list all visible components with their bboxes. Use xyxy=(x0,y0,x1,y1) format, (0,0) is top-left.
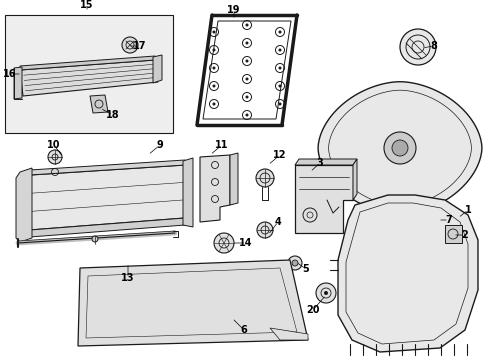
Circle shape xyxy=(245,41,248,45)
Circle shape xyxy=(245,113,248,117)
Polygon shape xyxy=(30,165,184,230)
Circle shape xyxy=(278,103,281,105)
Text: 4: 4 xyxy=(274,217,281,227)
Text: 7: 7 xyxy=(445,215,451,225)
Text: 11: 11 xyxy=(215,140,228,150)
Circle shape xyxy=(291,260,297,266)
Text: 1: 1 xyxy=(464,205,470,215)
Text: 17: 17 xyxy=(133,41,146,51)
Text: 10: 10 xyxy=(47,140,61,150)
Polygon shape xyxy=(352,159,356,200)
Polygon shape xyxy=(14,67,22,99)
Polygon shape xyxy=(444,225,461,243)
Circle shape xyxy=(122,37,138,53)
Circle shape xyxy=(212,85,215,87)
Circle shape xyxy=(245,59,248,63)
Circle shape xyxy=(256,169,273,187)
Circle shape xyxy=(391,140,407,156)
Circle shape xyxy=(278,31,281,33)
Polygon shape xyxy=(78,260,307,346)
Polygon shape xyxy=(153,55,162,83)
Circle shape xyxy=(92,236,98,242)
Circle shape xyxy=(245,95,248,99)
Circle shape xyxy=(324,291,327,295)
Text: 20: 20 xyxy=(305,305,319,315)
Circle shape xyxy=(383,132,415,164)
Text: 8: 8 xyxy=(429,41,437,51)
Polygon shape xyxy=(30,160,184,175)
Polygon shape xyxy=(16,168,32,242)
Text: 12: 12 xyxy=(273,150,286,160)
Text: 19: 19 xyxy=(227,5,240,15)
Polygon shape xyxy=(337,195,477,352)
Circle shape xyxy=(278,49,281,51)
Circle shape xyxy=(212,67,215,69)
Polygon shape xyxy=(294,159,356,165)
Circle shape xyxy=(245,23,248,27)
Text: 15: 15 xyxy=(80,0,94,10)
Text: 9: 9 xyxy=(156,140,163,150)
Polygon shape xyxy=(20,60,158,96)
Text: 16: 16 xyxy=(3,69,17,79)
Circle shape xyxy=(315,283,335,303)
Polygon shape xyxy=(294,165,352,233)
Circle shape xyxy=(278,67,281,69)
Circle shape xyxy=(245,77,248,81)
Polygon shape xyxy=(318,82,481,214)
Polygon shape xyxy=(20,56,155,70)
Polygon shape xyxy=(183,158,193,227)
Text: 3: 3 xyxy=(316,158,323,168)
Circle shape xyxy=(214,233,234,253)
Circle shape xyxy=(212,103,215,105)
Text: 14: 14 xyxy=(239,238,252,248)
Circle shape xyxy=(257,222,272,238)
Polygon shape xyxy=(229,153,238,205)
Polygon shape xyxy=(200,155,229,222)
Text: 6: 6 xyxy=(240,325,247,335)
Circle shape xyxy=(48,150,62,164)
Circle shape xyxy=(287,256,302,270)
Polygon shape xyxy=(269,328,307,340)
Text: 13: 13 xyxy=(121,273,135,283)
Text: 5: 5 xyxy=(302,264,309,274)
Circle shape xyxy=(278,85,281,87)
Polygon shape xyxy=(90,95,108,113)
Circle shape xyxy=(212,31,215,33)
Bar xyxy=(5,15,173,133)
Polygon shape xyxy=(28,218,184,237)
Circle shape xyxy=(399,29,435,65)
Text: 2: 2 xyxy=(461,230,468,240)
Text: 18: 18 xyxy=(106,110,120,120)
Circle shape xyxy=(212,49,215,51)
